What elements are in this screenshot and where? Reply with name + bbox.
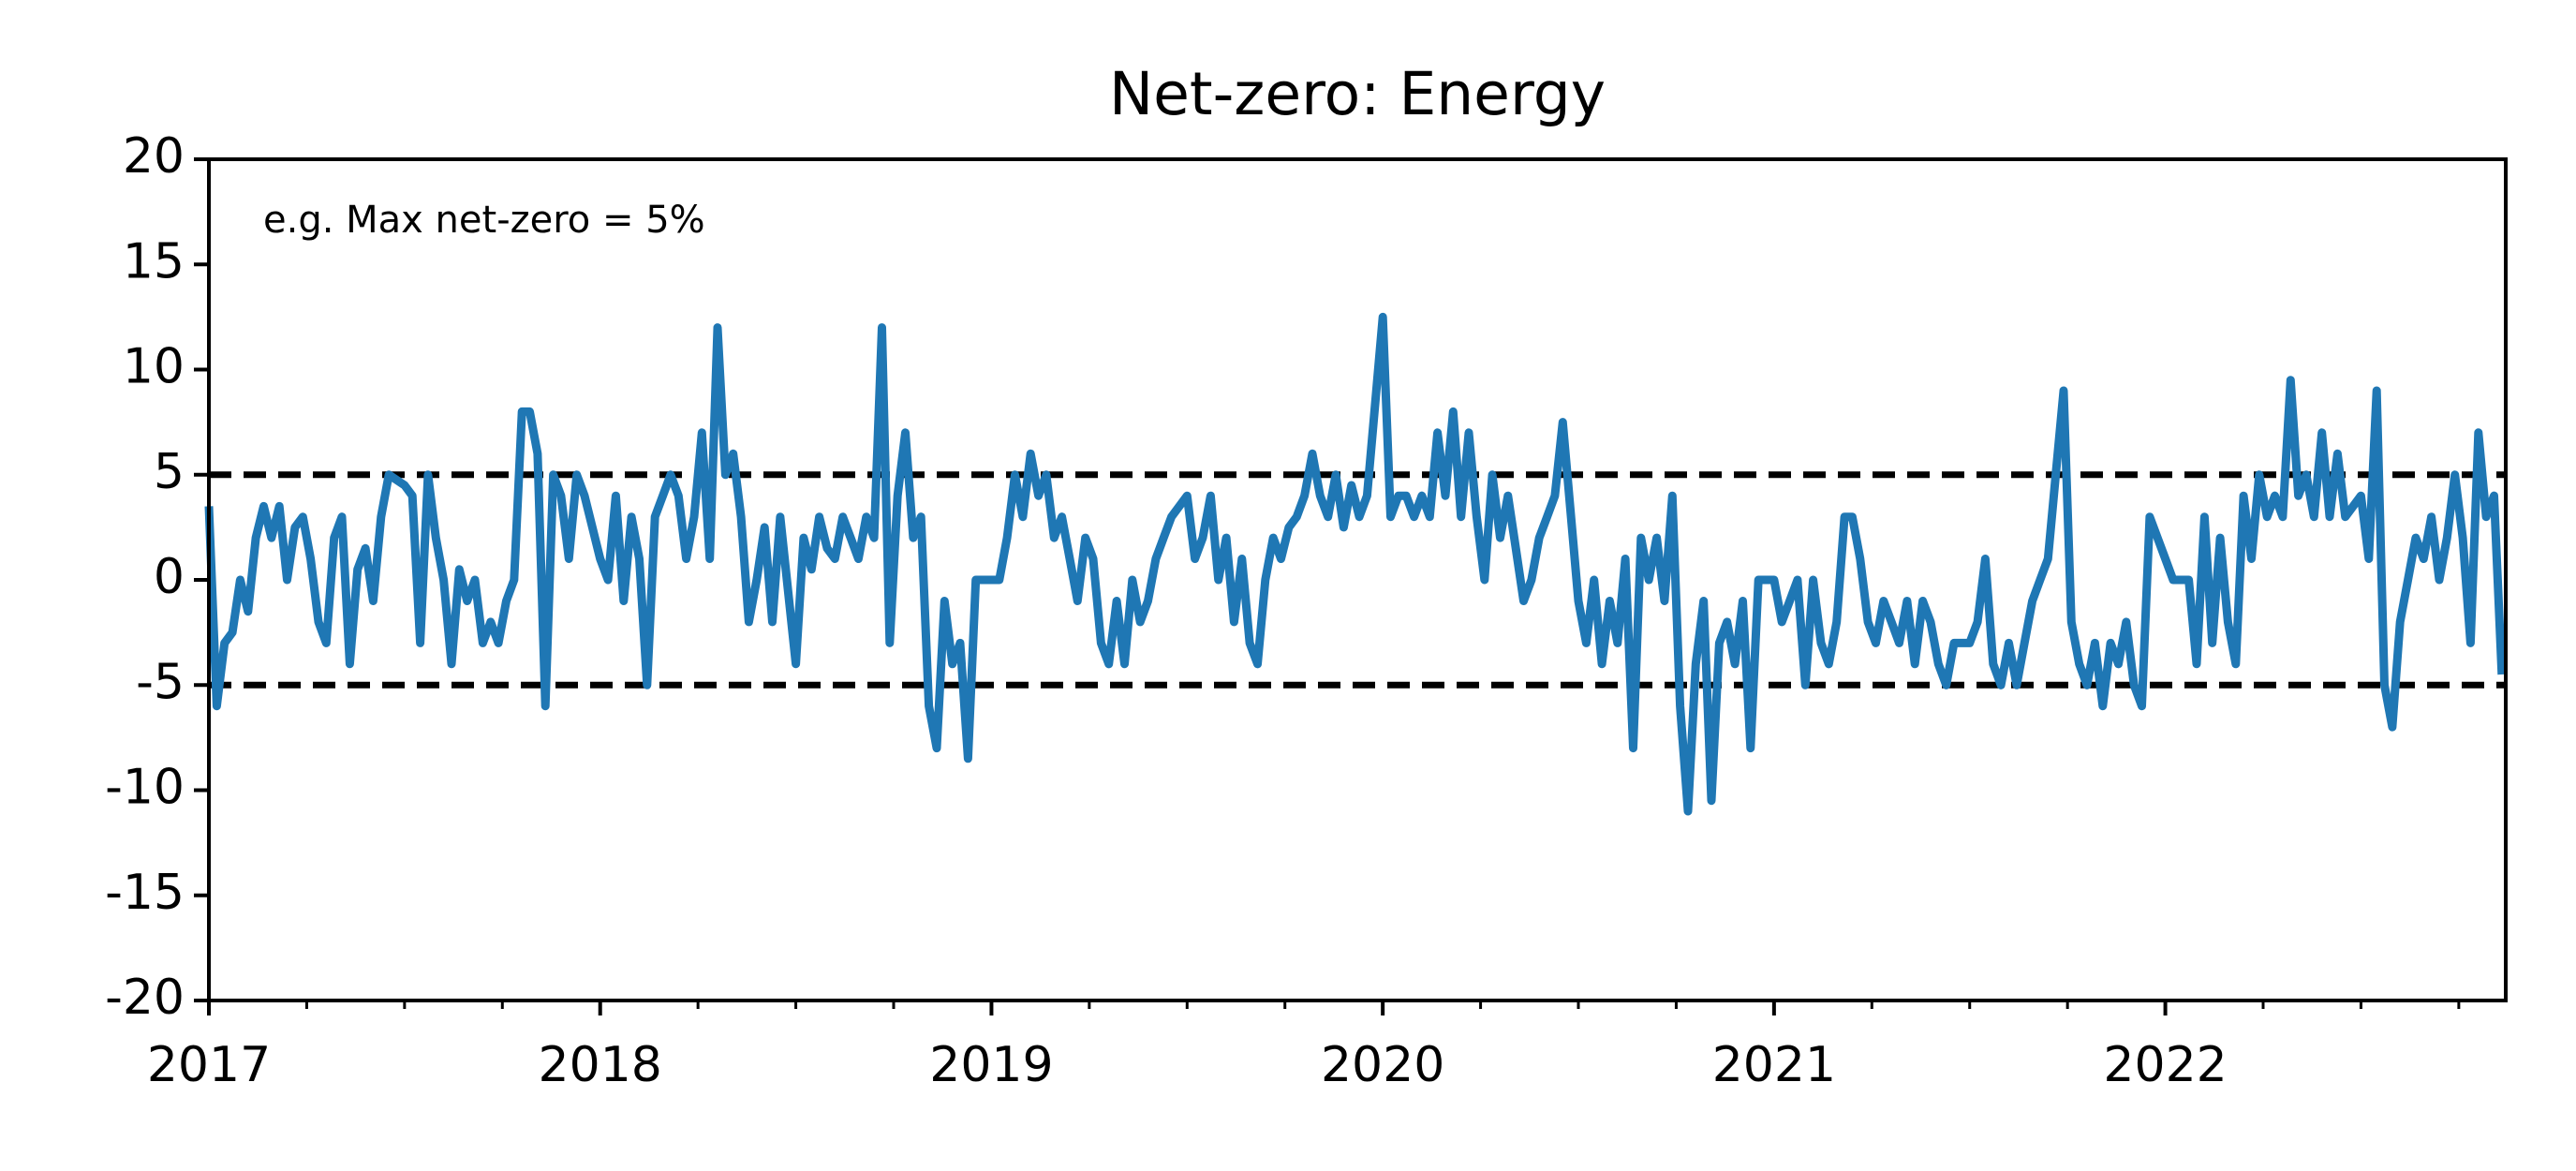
x-tick-label: 2020 bbox=[1321, 1037, 1444, 1093]
chart-title: Net-zero: Energy bbox=[1109, 60, 1606, 128]
x-tick-label: 2018 bbox=[539, 1037, 662, 1093]
x-tick-label: 2019 bbox=[929, 1037, 1053, 1093]
y-tick-label: -5 bbox=[136, 654, 185, 710]
data-line bbox=[204, 312, 2507, 816]
y-tick-label: -10 bbox=[105, 760, 185, 816]
annotation: e.g. Max net-zero = 5% bbox=[263, 199, 705, 242]
y-tick-label: 5 bbox=[154, 444, 185, 500]
y-tick-label: 0 bbox=[154, 549, 185, 605]
y-tick-label: 10 bbox=[123, 339, 185, 395]
x-tick-label: 2022 bbox=[2103, 1037, 2227, 1093]
y-tick-label: -20 bbox=[105, 970, 185, 1026]
plot-frame bbox=[207, 157, 2508, 1002]
y-tick-label: 15 bbox=[123, 233, 185, 289]
x-tick-label: 2017 bbox=[147, 1037, 271, 1093]
y-tick-label: 20 bbox=[123, 128, 185, 185]
y-tick-label: -15 bbox=[105, 865, 185, 921]
x-tick-label: 2021 bbox=[1712, 1037, 1836, 1093]
